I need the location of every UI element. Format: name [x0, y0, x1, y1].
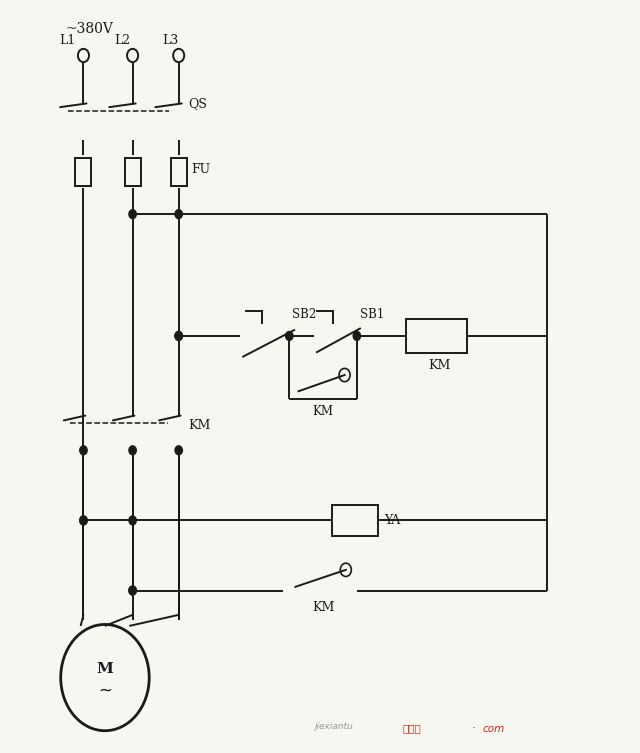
Text: ·: · — [472, 722, 476, 735]
Text: ~: ~ — [98, 682, 112, 700]
Bar — [171, 157, 187, 186]
Circle shape — [175, 331, 182, 340]
Circle shape — [129, 586, 136, 595]
Text: L2: L2 — [114, 35, 131, 47]
Text: KM: KM — [188, 419, 211, 432]
Text: SB1: SB1 — [360, 308, 384, 322]
Text: com: com — [483, 724, 505, 734]
Text: SB2: SB2 — [292, 308, 317, 322]
Text: QS: QS — [188, 97, 207, 110]
Circle shape — [175, 210, 182, 218]
Text: M: M — [97, 662, 113, 675]
Text: 接线图: 接线图 — [403, 723, 422, 733]
Text: KM: KM — [428, 359, 451, 372]
Circle shape — [285, 331, 293, 340]
Circle shape — [129, 446, 136, 455]
Circle shape — [80, 516, 87, 525]
Bar — [76, 157, 92, 186]
Text: YA: YA — [385, 514, 401, 527]
Text: L3: L3 — [162, 35, 179, 47]
Text: L1: L1 — [59, 35, 75, 47]
Text: ~380V: ~380V — [65, 23, 113, 36]
Bar — [125, 157, 141, 186]
Circle shape — [80, 446, 87, 455]
Circle shape — [129, 586, 136, 595]
Circle shape — [80, 516, 87, 525]
Circle shape — [129, 516, 136, 525]
Circle shape — [129, 210, 136, 218]
Bar — [332, 505, 378, 536]
Text: jiexiantu: jiexiantu — [314, 722, 353, 731]
Text: FU: FU — [191, 163, 210, 176]
Circle shape — [175, 331, 182, 340]
Circle shape — [353, 331, 360, 340]
Bar — [406, 319, 467, 353]
Text: KM: KM — [312, 601, 335, 614]
Circle shape — [175, 446, 182, 455]
Text: KM: KM — [312, 405, 333, 418]
